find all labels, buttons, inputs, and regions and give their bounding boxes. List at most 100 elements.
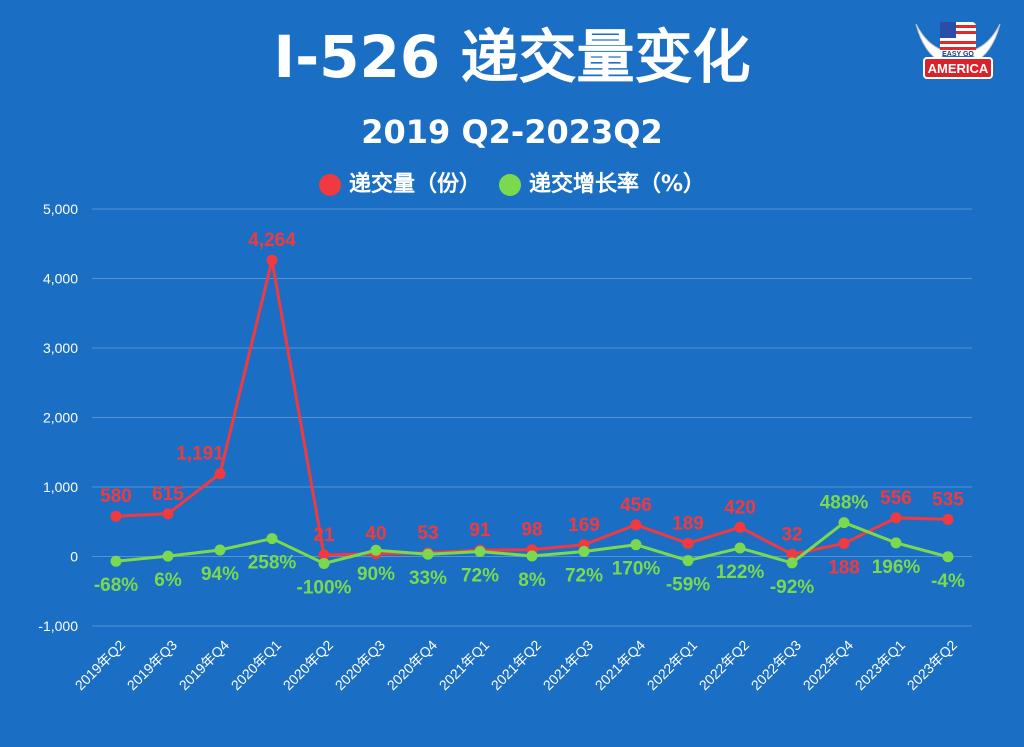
x-tick-label: 2022年Q3 xyxy=(748,637,805,694)
data-label-submissions: 456 xyxy=(620,495,652,516)
data-label-submissions: 32 xyxy=(781,524,802,545)
easy-go-america-logo: EASY GO AMERICA xyxy=(915,22,1001,79)
point-growth xyxy=(734,542,746,554)
data-label-growth: 72% xyxy=(461,565,499,586)
legend-marker-submissions xyxy=(318,174,341,196)
point-submissions xyxy=(890,512,902,524)
x-axis: 2019年Q22019年Q32019年Q42020年Q12020年Q22020年… xyxy=(72,637,961,694)
data-label-submissions: 420 xyxy=(724,497,756,518)
chart-legend: 递交量（份） 递交增长率（%） xyxy=(0,170,1024,200)
data-label-growth: -4% xyxy=(931,571,965,592)
y-axis: -1,000 0 1,000 2,000 3,000 4,000 5,000 xyxy=(38,201,78,634)
point-submissions xyxy=(162,508,174,520)
series-layer xyxy=(110,254,954,569)
data-label-submissions: 556 xyxy=(880,488,912,509)
point-growth xyxy=(266,533,278,545)
x-tick-label: 2022年Q4 xyxy=(800,637,857,694)
data-label-submissions: 98 xyxy=(521,520,542,541)
point-growth xyxy=(474,545,486,557)
point-growth xyxy=(526,550,538,562)
legend-label-submissions: 递交量（份） xyxy=(348,172,481,197)
point-growth xyxy=(214,544,226,556)
data-label-submissions: 169 xyxy=(568,515,600,536)
point-growth xyxy=(422,548,434,560)
x-tick-label: 2023年Q1 xyxy=(852,637,909,694)
legend-label-growth: 递交增长率（%） xyxy=(528,172,706,197)
y-tick-label: 0 xyxy=(70,549,78,565)
point-submissions xyxy=(214,468,226,480)
y-tick-label: 3,000 xyxy=(43,340,78,356)
x-tick-label: 2020年Q1 xyxy=(228,637,285,694)
data-label-growth: -100% xyxy=(297,577,352,598)
data-label-growth: -92% xyxy=(770,577,814,598)
data-label-growth: 196% xyxy=(872,557,921,578)
y-tick-label: 5,000 xyxy=(43,201,78,217)
point-submissions xyxy=(630,519,642,531)
data-label-submissions: 40 xyxy=(365,524,386,545)
logo-top-text: EASY GO xyxy=(942,51,974,58)
data-label-submissions: 21 xyxy=(313,525,335,546)
data-label-submissions: 189 xyxy=(672,513,704,534)
x-tick-label: 2019年Q3 xyxy=(124,637,181,694)
x-tick-label: 2021年Q3 xyxy=(540,637,597,694)
point-submissions xyxy=(318,549,330,561)
x-tick-label: 2021年Q4 xyxy=(592,637,649,694)
x-tick-label: 2023年Q2 xyxy=(904,637,961,694)
point-growth xyxy=(890,537,902,549)
y-tick-label: -1,000 xyxy=(38,618,78,634)
point-growth xyxy=(162,550,174,562)
data-label-growth: -59% xyxy=(666,575,710,596)
point-submissions xyxy=(734,521,746,533)
y-tick-label: 4,000 xyxy=(43,271,78,287)
y-tick-label: 2,000 xyxy=(43,410,78,426)
x-tick-label: 2020年Q2 xyxy=(280,637,337,694)
y-tick-label: 1,000 xyxy=(43,479,78,495)
point-growth xyxy=(942,551,954,563)
point-submissions xyxy=(682,537,694,549)
point-growth xyxy=(370,544,382,556)
legend-item-submissions: 递交量（份） xyxy=(318,170,481,200)
point-submissions xyxy=(110,510,122,522)
grid-lines xyxy=(92,208,972,627)
data-label-growth: 72% xyxy=(565,565,603,586)
point-submissions xyxy=(266,254,278,266)
point-growth xyxy=(578,545,590,557)
point-growth xyxy=(110,555,122,567)
legend-marker-growth xyxy=(498,174,521,196)
data-label-submissions: 1,191 xyxy=(176,444,224,465)
point-growth xyxy=(682,555,694,567)
x-tick-label: 2022年Q1 xyxy=(644,637,701,694)
data-label-submissions: 535 xyxy=(932,489,964,510)
point-growth xyxy=(838,517,850,529)
x-tick-label: 2022年Q2 xyxy=(696,637,753,694)
data-label-growth: 488% xyxy=(820,493,869,514)
data-label-submissions: 53 xyxy=(417,523,438,544)
data-label-growth: 94% xyxy=(201,564,239,585)
data-label-growth: 122% xyxy=(716,562,765,583)
data-label-submissions: 188 xyxy=(828,557,860,578)
legend-item-growth: 递交增长率（%） xyxy=(498,170,706,200)
chart-title: I-526 递交量变化 xyxy=(273,23,751,91)
data-label-growth: 8% xyxy=(518,570,546,591)
data-label-growth: 258% xyxy=(248,553,297,574)
x-tick-label: 2020年Q4 xyxy=(384,637,441,694)
data-label-growth: 170% xyxy=(612,559,661,580)
logo-main-text: AMERICA xyxy=(928,61,989,76)
data-label-submissions: 615 xyxy=(152,484,184,505)
data-label-submissions: 580 xyxy=(100,486,132,507)
data-label-submissions: 91 xyxy=(469,520,491,541)
point-submissions xyxy=(838,537,850,549)
point-submissions xyxy=(786,548,798,560)
data-labels-layer: 580 615 1,191 4,264 21 40 53 91 98 169 456 189 420 32… xyxy=(94,230,965,598)
x-tick-label: 2021年Q1 xyxy=(436,637,493,694)
point-submissions xyxy=(942,513,954,525)
data-label-growth: 33% xyxy=(409,568,447,589)
x-tick-label: 2020年Q3 xyxy=(332,637,389,694)
data-label-growth: 6% xyxy=(154,570,182,591)
point-growth xyxy=(630,539,642,551)
x-tick-label: 2019年Q4 xyxy=(176,637,233,694)
data-label-growth: 90% xyxy=(357,564,395,585)
data-label-growth: -68% xyxy=(94,575,138,596)
x-tick-label: 2021年Q2 xyxy=(488,637,545,694)
